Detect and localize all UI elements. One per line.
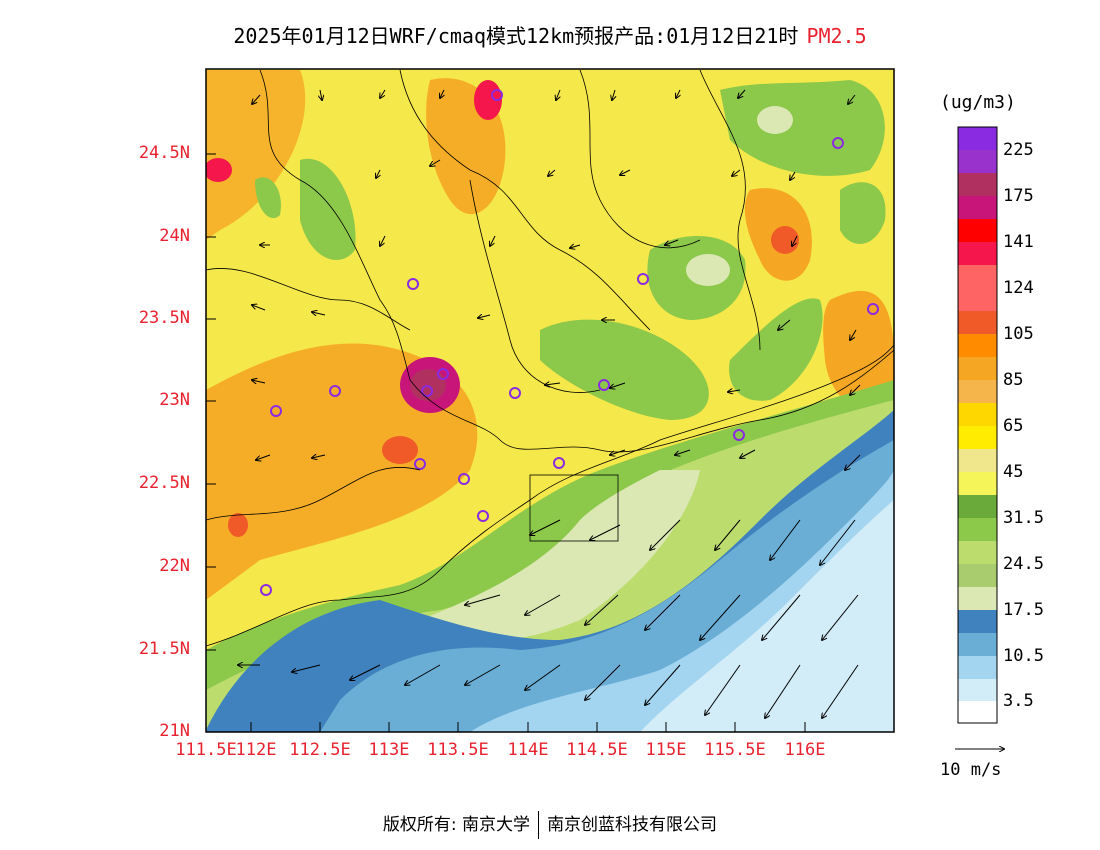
legend-label: 10.5 (1003, 646, 1044, 666)
lat-label: 21N (159, 721, 190, 741)
axis-ticks (206, 153, 806, 732)
lon-label: 113.5E (427, 740, 489, 760)
legend-label: 45 (1003, 462, 1024, 482)
lat-label: 24.5N (138, 143, 190, 163)
legend-label: 124 (1003, 278, 1034, 298)
lat-label: 23.5N (138, 308, 190, 328)
lat-label: 22.5N (138, 473, 190, 493)
legend-label: 3.5 (1003, 691, 1034, 711)
lon-label: 112.5E (289, 740, 351, 760)
lon-label: 114.5E (566, 740, 628, 760)
lat-label: 23N (159, 390, 190, 410)
title-variable: PM2.5 (806, 24, 867, 48)
wind-vectors (238, 89, 861, 718)
concentration-field (206, 69, 894, 732)
legend-label: 141 (1003, 232, 1034, 252)
title-main: 2025年01月12日WRF/cmaq模式12km预报产品:01月12日21时 (233, 24, 799, 48)
lon-label: 112E (235, 740, 277, 760)
wind-reference-label: 10 m/s (940, 760, 1002, 780)
legend-label: 105 (1003, 324, 1034, 344)
lat-label: 22N (159, 556, 190, 576)
footer-left: 版权所有: 南京大学 (382, 815, 531, 835)
map-title: 2025年01月12日WRF/cmaq模式12km预报产品:01月12日21时 P… (0, 20, 1100, 49)
legend-units: (ug/m3) (940, 92, 1016, 113)
lon-label: 115E (645, 740, 687, 760)
lon-label: 116E (784, 740, 826, 760)
lon-label: 111.5E (175, 740, 237, 760)
lat-label: 24N (159, 226, 190, 246)
legend-label: 85 (1003, 370, 1024, 390)
city-markers (260, 89, 879, 596)
footer-separator (538, 811, 540, 839)
copyright-footer: 版权所有: 南京大学 南京创蓝科技有限公司 (0, 810, 1100, 839)
legend-label: 65 (1003, 416, 1024, 436)
lat-label: 21.5N (138, 639, 190, 659)
legend-label: 17.5 (1003, 600, 1044, 620)
lon-label: 114E (507, 740, 549, 760)
legend-colorbar (957, 126, 998, 724)
legend-label: 24.5 (1003, 554, 1044, 574)
legend-label: 31.5 (1003, 508, 1044, 528)
legend-label: 225 (1003, 140, 1034, 160)
lon-label: 115.5E (704, 740, 766, 760)
lon-label: 113E (368, 740, 410, 760)
footer-right: 南京创蓝科技有限公司 (547, 815, 718, 835)
legend-label: 175 (1003, 186, 1034, 206)
